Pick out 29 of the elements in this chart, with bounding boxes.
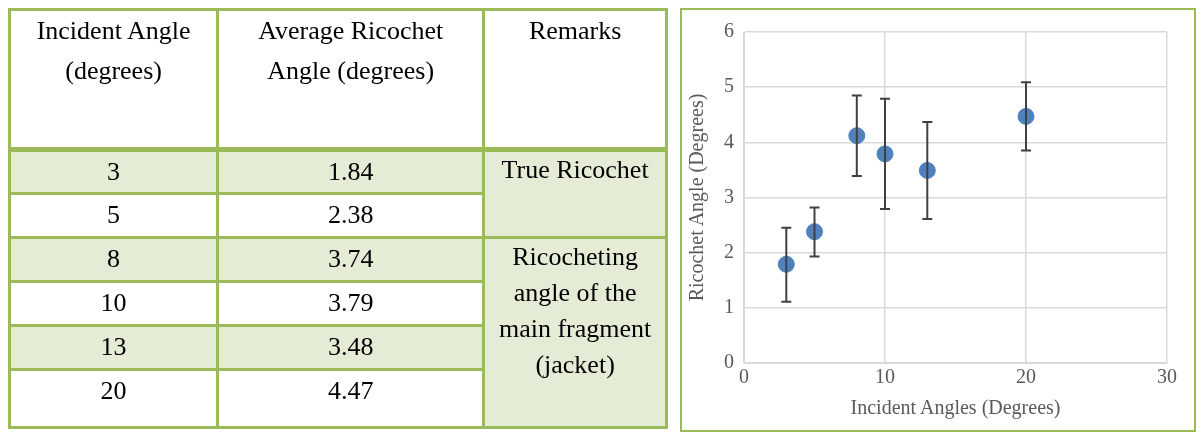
text: 13 (9, 325, 218, 370)
text: 8 (9, 237, 218, 282)
text: 3.48 (217, 325, 484, 370)
y-tick-label: 4 (724, 129, 734, 152)
text: 3 (9, 149, 218, 194)
x-tick-label: 20 (1016, 365, 1036, 388)
text: True Ricochet (483, 149, 667, 238)
x-tick-label: 10 (875, 365, 895, 388)
category-label: Incident Angle (degrees) (9, 9, 218, 150)
text: 3.79 (217, 281, 484, 326)
text: 5 (9, 193, 218, 238)
category-label: Remarks (483, 9, 667, 150)
y-tick-label: 3 (724, 184, 734, 207)
x-axis-title: Incident Angles (Degrees) (850, 396, 1061, 420)
y-tick-label: 0 (724, 350, 734, 373)
text: 10 (9, 281, 218, 326)
y-axis-title: Ricochet Angle (Degrees) (685, 93, 709, 302)
text: 1.84 (217, 149, 484, 194)
text: Ricocheting angle of the main fragment (jacket) (483, 237, 667, 428)
text: 3.74 (217, 237, 484, 282)
y-tick-label: 2 (724, 239, 734, 262)
y-tick-label: 5 (724, 74, 734, 97)
text: 4.47 (217, 369, 484, 428)
category-label: Average Ricochet Angle (degrees) (217, 9, 484, 150)
text: 2.38 (217, 193, 484, 238)
y-tick-label: 1 (724, 295, 734, 318)
x-tick-label: 30 (1157, 365, 1177, 388)
y-tick-label: 6 (724, 19, 734, 42)
x-tick-label: 0 (739, 365, 749, 388)
